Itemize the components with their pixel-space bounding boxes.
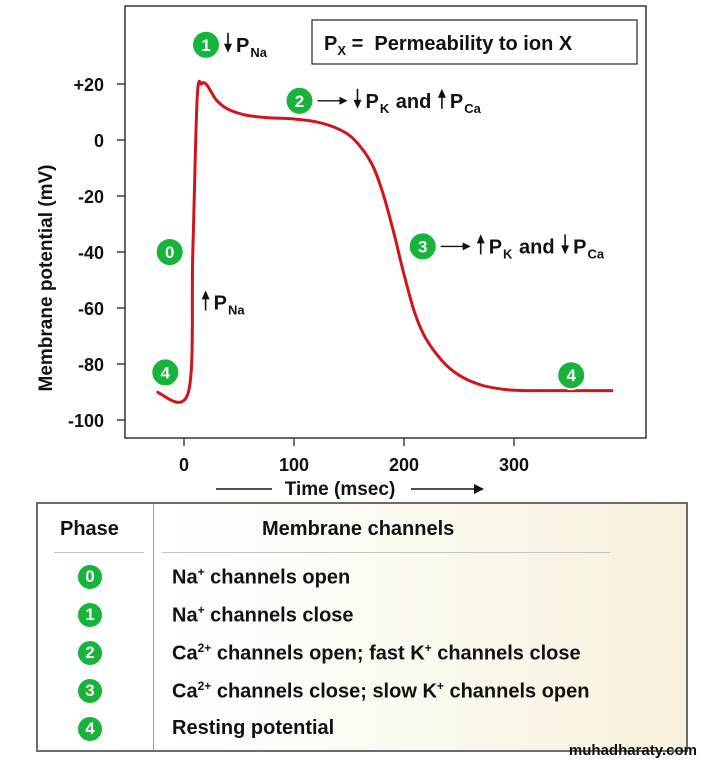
phase-badge xyxy=(154,237,185,267)
x-axis-title: Time (msec) xyxy=(216,479,484,500)
phase-badge-number: 1 xyxy=(201,36,210,55)
x-tick-label: 200 xyxy=(389,455,419,475)
table-row: 4 Resting potential xyxy=(38,715,686,753)
ann-phase-4-right: 4 xyxy=(556,360,587,391)
channel-description: Na+ channels open xyxy=(172,565,350,590)
permeability-text: P xyxy=(214,292,227,314)
permeability-text: and xyxy=(513,236,560,258)
ann-phase-0: 0 xyxy=(154,237,185,267)
description-text: channels close; slow K xyxy=(211,680,437,703)
channel-description: Ca2+ channels open; fast K+ channels clo… xyxy=(172,641,581,666)
description-text: channels open xyxy=(204,566,351,589)
y-tick-label: 0 xyxy=(94,131,104,151)
y-tick-label: -40 xyxy=(78,243,104,263)
axis-ticks: +20 0 -20 -40 -60 -80 -100 0 100 200 300 xyxy=(68,75,529,475)
phase-badge xyxy=(407,231,438,262)
ion-charge: + xyxy=(436,679,444,693)
ion-charge: + xyxy=(424,641,432,655)
permeability-legend: PX = Permeability to ion X xyxy=(311,19,638,65)
table-row: 1 Na+ channels close xyxy=(38,601,686,639)
phase-badge-number: 4 xyxy=(161,363,171,382)
y-tick-label: -100 xyxy=(68,411,104,431)
y-tick-label: -20 xyxy=(78,187,104,207)
description-text: Ca xyxy=(172,680,198,703)
description-text: channels close xyxy=(204,604,354,627)
phase-badge xyxy=(284,85,315,116)
description-text: Na xyxy=(172,604,198,627)
phase-badge: 2 xyxy=(76,639,104,667)
table-header-phase: Phase xyxy=(60,518,119,540)
x-tick-label: 300 xyxy=(499,455,529,475)
table-row: 0 Na+ channels open xyxy=(38,563,686,601)
permeability-text: P xyxy=(366,91,379,113)
phase-badge-number: 2 xyxy=(295,92,304,111)
ann-phase-4-left: 4 xyxy=(150,357,181,388)
description-text: Ca xyxy=(172,642,198,665)
x-tick-label: 0 xyxy=(179,455,189,475)
permeability-subscript: Na xyxy=(228,302,245,317)
phase-badge: 1 xyxy=(76,601,104,629)
legend-box xyxy=(311,19,638,65)
ion-charge: + xyxy=(197,603,205,617)
y-tick-label: +20 xyxy=(73,75,104,95)
y-axis-label: Membrane potential (mV) xyxy=(36,165,57,392)
watermark: muhadharaty.com xyxy=(568,742,697,759)
permeability-subscript: Ca xyxy=(587,246,604,261)
legend-text: PX = Permeability to ion X xyxy=(324,33,573,58)
channel-description: Ca2+ channels close; slow K+ channels op… xyxy=(172,679,590,704)
y-tick-label: -80 xyxy=(78,355,104,375)
channel-description: Na+ channels close xyxy=(172,603,354,628)
description-text: channels open; fast K xyxy=(211,642,425,665)
phase-badge-number: 4 xyxy=(566,366,576,385)
phase-badge xyxy=(191,29,221,60)
permeability-text: and xyxy=(390,91,437,113)
table-row: 2 Ca2+ channels open; fast K+ channels cl… xyxy=(38,639,686,677)
membrane-potential-curve xyxy=(156,79,613,404)
permeability-text: P xyxy=(573,236,586,258)
ion-charge: 2+ xyxy=(197,679,212,693)
ion-charge: + xyxy=(197,565,205,579)
permeability-subscript: K xyxy=(380,101,390,116)
description-text: channels close xyxy=(431,642,581,665)
table-header-channels: Membrane channels xyxy=(262,518,455,540)
legend-p: P xyxy=(324,33,337,55)
y-tick-label: -60 xyxy=(78,299,104,319)
header-rule-left xyxy=(54,552,144,553)
phase-badge xyxy=(556,360,587,391)
phase-badge-number: 3 xyxy=(418,237,427,256)
permeability-subscript: Ca xyxy=(464,101,481,116)
x-tick-label: 100 xyxy=(279,455,309,475)
phase-badge: 4 xyxy=(76,715,104,743)
table-column-divider xyxy=(153,504,154,750)
channel-description: Resting potential xyxy=(172,717,334,740)
permeability-text: P xyxy=(236,35,249,57)
legend-sub: X xyxy=(337,43,346,58)
description-text: Resting potential xyxy=(172,717,335,739)
ion-charge: 2+ xyxy=(197,641,212,655)
description-text: Na xyxy=(172,566,198,589)
x-axis-label: Time (msec) xyxy=(285,479,396,500)
plot-frame xyxy=(124,5,647,439)
phase-table: Phase Membrane channels 0 Na+ channels op… xyxy=(36,502,688,752)
permeability-subscript: K xyxy=(503,246,513,261)
permeability-text: P xyxy=(489,236,502,258)
header-rule-right xyxy=(162,552,610,553)
ann-phase-1: 1 P Na xyxy=(191,29,268,60)
x-axis-arrow-head xyxy=(474,484,484,494)
phase-badge: 3 xyxy=(76,677,104,705)
permeability-text: P xyxy=(450,91,463,113)
description-text: channels open xyxy=(443,680,590,703)
phase-badge xyxy=(150,357,181,388)
phase-badge: 0 xyxy=(76,563,104,591)
table-row: 3 Ca2+ channels close; slow K+ channels o… xyxy=(38,677,686,715)
legend-rest: = Permeability to ion X xyxy=(346,33,573,55)
ann-phase-0-perm: P Na xyxy=(201,290,245,317)
phase-badge-number: 0 xyxy=(165,243,174,262)
permeability-subscript: Na xyxy=(250,45,267,60)
